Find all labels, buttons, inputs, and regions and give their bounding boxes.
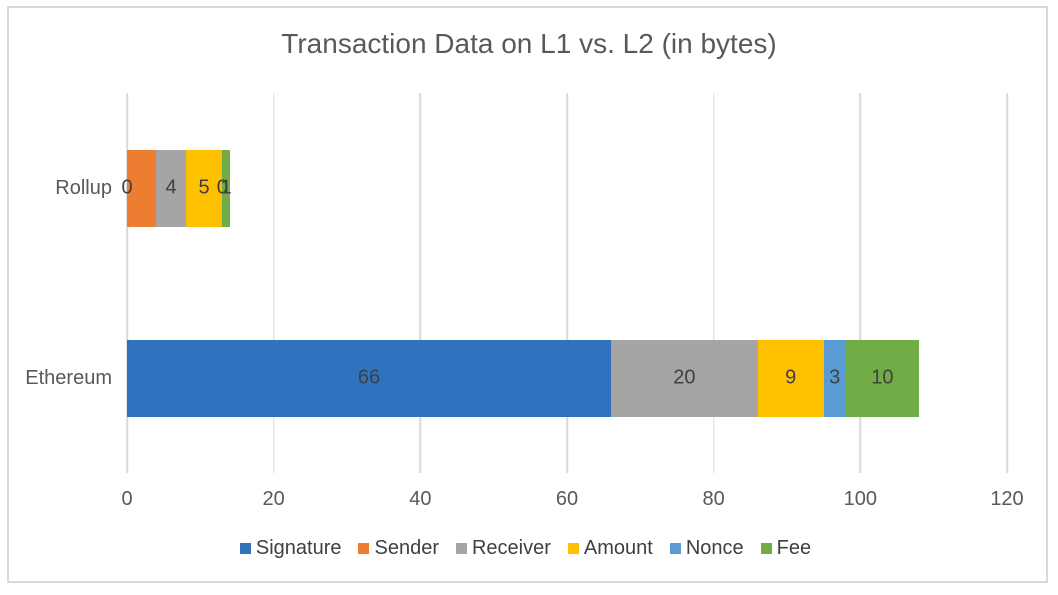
- bar-segment-receiver-rollup: [156, 149, 186, 227]
- gridline: [712, 93, 715, 473]
- legend-marker-amount: [567, 542, 579, 554]
- gridline: [419, 93, 422, 473]
- bar-segment-amount-rollup: [185, 149, 223, 227]
- legend-item-amount: Amount: [567, 536, 653, 560]
- bar-segment-fee-rollup: [222, 149, 230, 227]
- data-label-amount-rollup: 5: [198, 176, 210, 199]
- bar-segment-receiver-ethereum: [611, 339, 758, 417]
- legend-marker-receiver: [455, 542, 467, 554]
- x-axis-tick-label: 0: [121, 488, 133, 510]
- bar-segment-amount-ethereum: [757, 339, 824, 417]
- data-label-receiver-rollup: 4: [165, 176, 177, 199]
- legend-marker-nonce: [669, 542, 681, 554]
- gridline: [272, 93, 275, 473]
- legend-label-nonce: Nonce: [685, 536, 744, 559]
- data-label-fee-ethereum: 10: [871, 366, 894, 389]
- bar-segment-sender-rollup: [127, 149, 157, 227]
- category-label-rollup: Rollup: [55, 177, 112, 199]
- data-label-fee-rollup: 1: [220, 176, 232, 199]
- gridline: [126, 93, 128, 473]
- legend-item-nonce: Nonce: [669, 536, 744, 560]
- legend-marker-signature: [239, 542, 251, 554]
- legend-marker-fee: [760, 542, 772, 554]
- gridline: [859, 93, 862, 473]
- gridline: [1006, 93, 1008, 473]
- legend: Signature Sender Receiver Amount Nonce Fee: [7, 534, 1044, 562]
- legend-label-receiver: Receiver: [471, 536, 551, 559]
- data-label-signature-ethereum: 66: [357, 366, 381, 389]
- legend-item-signature: Signature: [239, 536, 342, 560]
- x-axis-tick-label: 60: [555, 488, 579, 510]
- data-label-nonce-ethereum: 3: [829, 366, 841, 389]
- x-axis-tick-label: 40: [409, 488, 432, 510]
- legend-item-fee: Fee: [760, 536, 812, 560]
- x-axis-tick-label: 120: [990, 488, 1024, 510]
- x-axis-tick-label: 20: [262, 488, 285, 510]
- legend-item-sender: Sender: [358, 537, 439, 560]
- category-label-ethereum: Ethereum: [25, 367, 112, 389]
- bar-segment-fee-ethereum: [845, 339, 919, 417]
- data-label-receiver-ethereum: 20: [673, 366, 696, 389]
- legend-item-receiver: Receiver: [455, 536, 551, 560]
- chart-frame: [7, 6, 1048, 583]
- legend-label-sender: Sender: [374, 536, 439, 559]
- legend-label-amount: Amount: [583, 536, 653, 559]
- bar-segment-signature-ethereum: [127, 339, 611, 417]
- legend-label-fee: Fee: [776, 536, 812, 559]
- plot-area: 0 20 40 60 80 100 120 0 4 5 0 1 66 20 9 3 10: [121, 93, 1024, 510]
- gridline: [566, 93, 568, 473]
- data-label-nonce-rollup: 0: [216, 176, 228, 199]
- x-axis-tick-label: 100: [843, 488, 878, 510]
- data-label-signature-rollup: 0: [121, 176, 133, 199]
- chart-title: Transaction Data on L1 vs. L2 (in bytes): [281, 28, 777, 59]
- bar-segment-nonce-ethereum: [823, 339, 846, 417]
- x-axis-tick-label: 80: [702, 488, 725, 510]
- legend-marker-sender: [358, 542, 370, 554]
- legend-label-signature: Signature: [255, 536, 342, 559]
- data-label-amount-ethereum: 9: [785, 366, 797, 389]
